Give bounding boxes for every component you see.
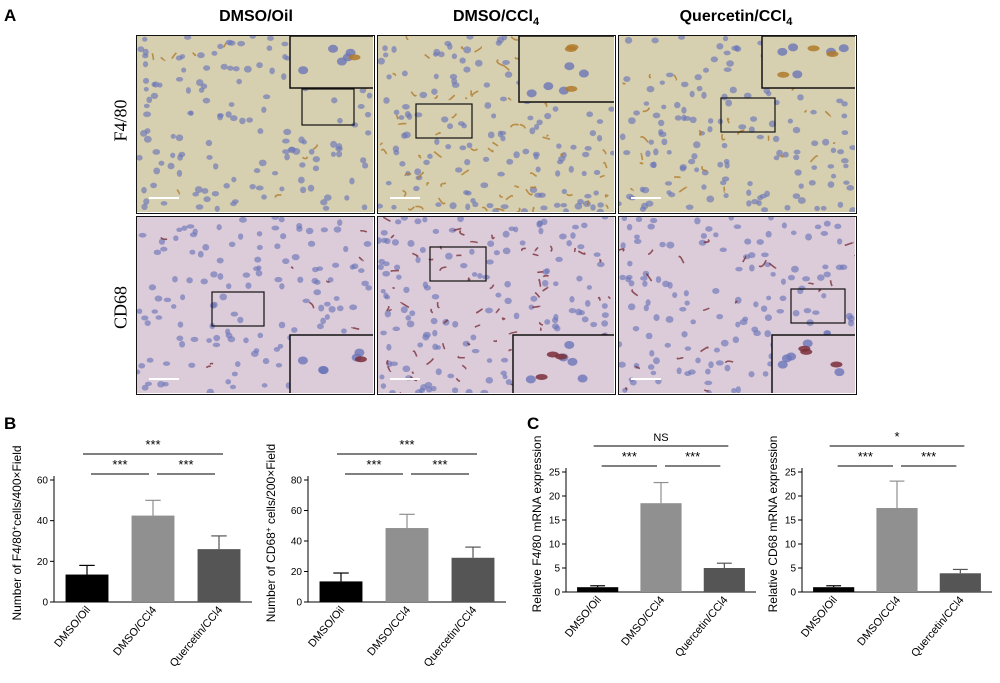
y-axis-label: Number of F4/80+cells/400×Field [10, 445, 25, 620]
bar [939, 573, 981, 592]
panel-label-c: C [527, 414, 540, 433]
significance-label: * [894, 430, 899, 444]
y-tick-label: 15 [785, 516, 797, 527]
significance-label: *** [399, 440, 414, 452]
chart-cd68-mrna: Relative CD68 mRNA expression 0 5 10 15 20 25 D… [764, 429, 1000, 678]
y-axis-label: Relative CD68 mRNA expression [766, 436, 780, 613]
y-tick-label: 5 [790, 564, 796, 575]
micrograph-cd68-dmso-oil [136, 216, 375, 395]
micrograph-f480-dmso-oil [136, 35, 375, 214]
panel-label-a: A [4, 6, 17, 25]
y-tick-label: 5 [554, 564, 560, 575]
column-title-dmso-ccl4: DMSO/CCl4 [452, 8, 540, 29]
bar [640, 503, 682, 592]
chart-f480-mrna: Relative F4/80 mRNA expression 0 5 10 15 20 25… [528, 430, 764, 678]
x-tick-label: DMSO/CCl4 [111, 604, 159, 658]
bar [197, 549, 241, 602]
significance-label: *** [685, 449, 700, 464]
y-tick-label: 20 [37, 557, 49, 568]
significance-label: *** [432, 457, 447, 472]
significance-label: *** [366, 457, 381, 472]
y-axis-label: Number of CD68+ cells/200×Field [264, 444, 279, 622]
significance-label: *** [622, 449, 637, 464]
x-tick-label: Quercetin/CCl4 [422, 604, 480, 669]
y-tick-label: 0 [296, 598, 302, 609]
significance-label: *** [921, 449, 936, 464]
y-tick-label: 25 [549, 468, 561, 479]
bar [385, 528, 429, 602]
x-tick-label: DMSO/CCl4 [619, 594, 667, 648]
bar [65, 574, 109, 602]
y-tick-label: 15 [549, 516, 561, 527]
y-tick-label: 20 [291, 567, 303, 578]
bar [813, 587, 855, 592]
significance-label: NS [653, 432, 668, 444]
y-tick-label: 40 [291, 537, 303, 548]
y-tick-label: 80 [291, 476, 303, 487]
y-tick-label: 0 [790, 588, 796, 599]
row-label-f480: F4/80 [110, 99, 131, 142]
y-tick-label: 10 [549, 540, 561, 551]
micrograph-cd68-dmso-ccl4 [377, 216, 616, 395]
bar [577, 587, 619, 592]
y-tick-label: 40 [37, 516, 49, 527]
x-tick-label: Quercetin/CCl4 [673, 594, 731, 659]
x-tick-label: Quercetin/CCl4 [168, 604, 226, 669]
x-tick-label: DMSO/Oil [799, 594, 840, 640]
micrograph-f480-quercetin-ccl4 [618, 35, 857, 214]
micrograph-f480-dmso-ccl4 [377, 35, 616, 214]
micrograph-cd68-quercetin-ccl4 [618, 216, 857, 395]
bar [131, 515, 175, 602]
column-title-quercetin-ccl4: Quercetin/CCl4 [679, 8, 793, 29]
significance-label: *** [112, 457, 127, 472]
y-tick-label: 60 [37, 476, 49, 487]
x-tick-label: DMSO/Oil [563, 594, 604, 640]
significance-label: *** [858, 449, 873, 464]
y-tick-label: 20 [549, 492, 561, 503]
x-tick-label: DMSO/CCl4 [365, 604, 413, 658]
significance-label: *** [178, 457, 193, 472]
chart-cd68-cell-count: Number of CD68+ cells/200×Field 0 20 40 60 80… [262, 437, 514, 678]
y-tick-label: 60 [291, 506, 303, 517]
bar [451, 557, 495, 602]
y-tick-label: 20 [785, 492, 797, 503]
x-tick-label: Quercetin/CCl4 [909, 594, 967, 659]
bar [703, 568, 745, 592]
bar [876, 508, 918, 592]
y-tick-label: 10 [785, 540, 797, 551]
row-label-cd68: CD68 [110, 286, 131, 330]
x-tick-label: DMSO/Oil [52, 604, 93, 650]
bar [319, 581, 363, 602]
y-tick-label: 0 [42, 598, 48, 609]
significance-label: *** [145, 440, 160, 452]
chart-f480-cell-count: Number of F4/80+cells/400×Field 0 20 40 60 DM… [8, 437, 260, 678]
y-tick-label: 25 [785, 468, 797, 479]
panel-label-b: B [4, 414, 17, 433]
column-title-dmso-oil: DMSO/Oil [219, 8, 293, 25]
x-tick-label: DMSO/Oil [306, 604, 347, 650]
y-tick-label: 0 [554, 588, 560, 599]
x-tick-label: DMSO/CCl4 [855, 594, 903, 648]
y-axis-label: Relative F4/80 mRNA expression [530, 436, 544, 613]
